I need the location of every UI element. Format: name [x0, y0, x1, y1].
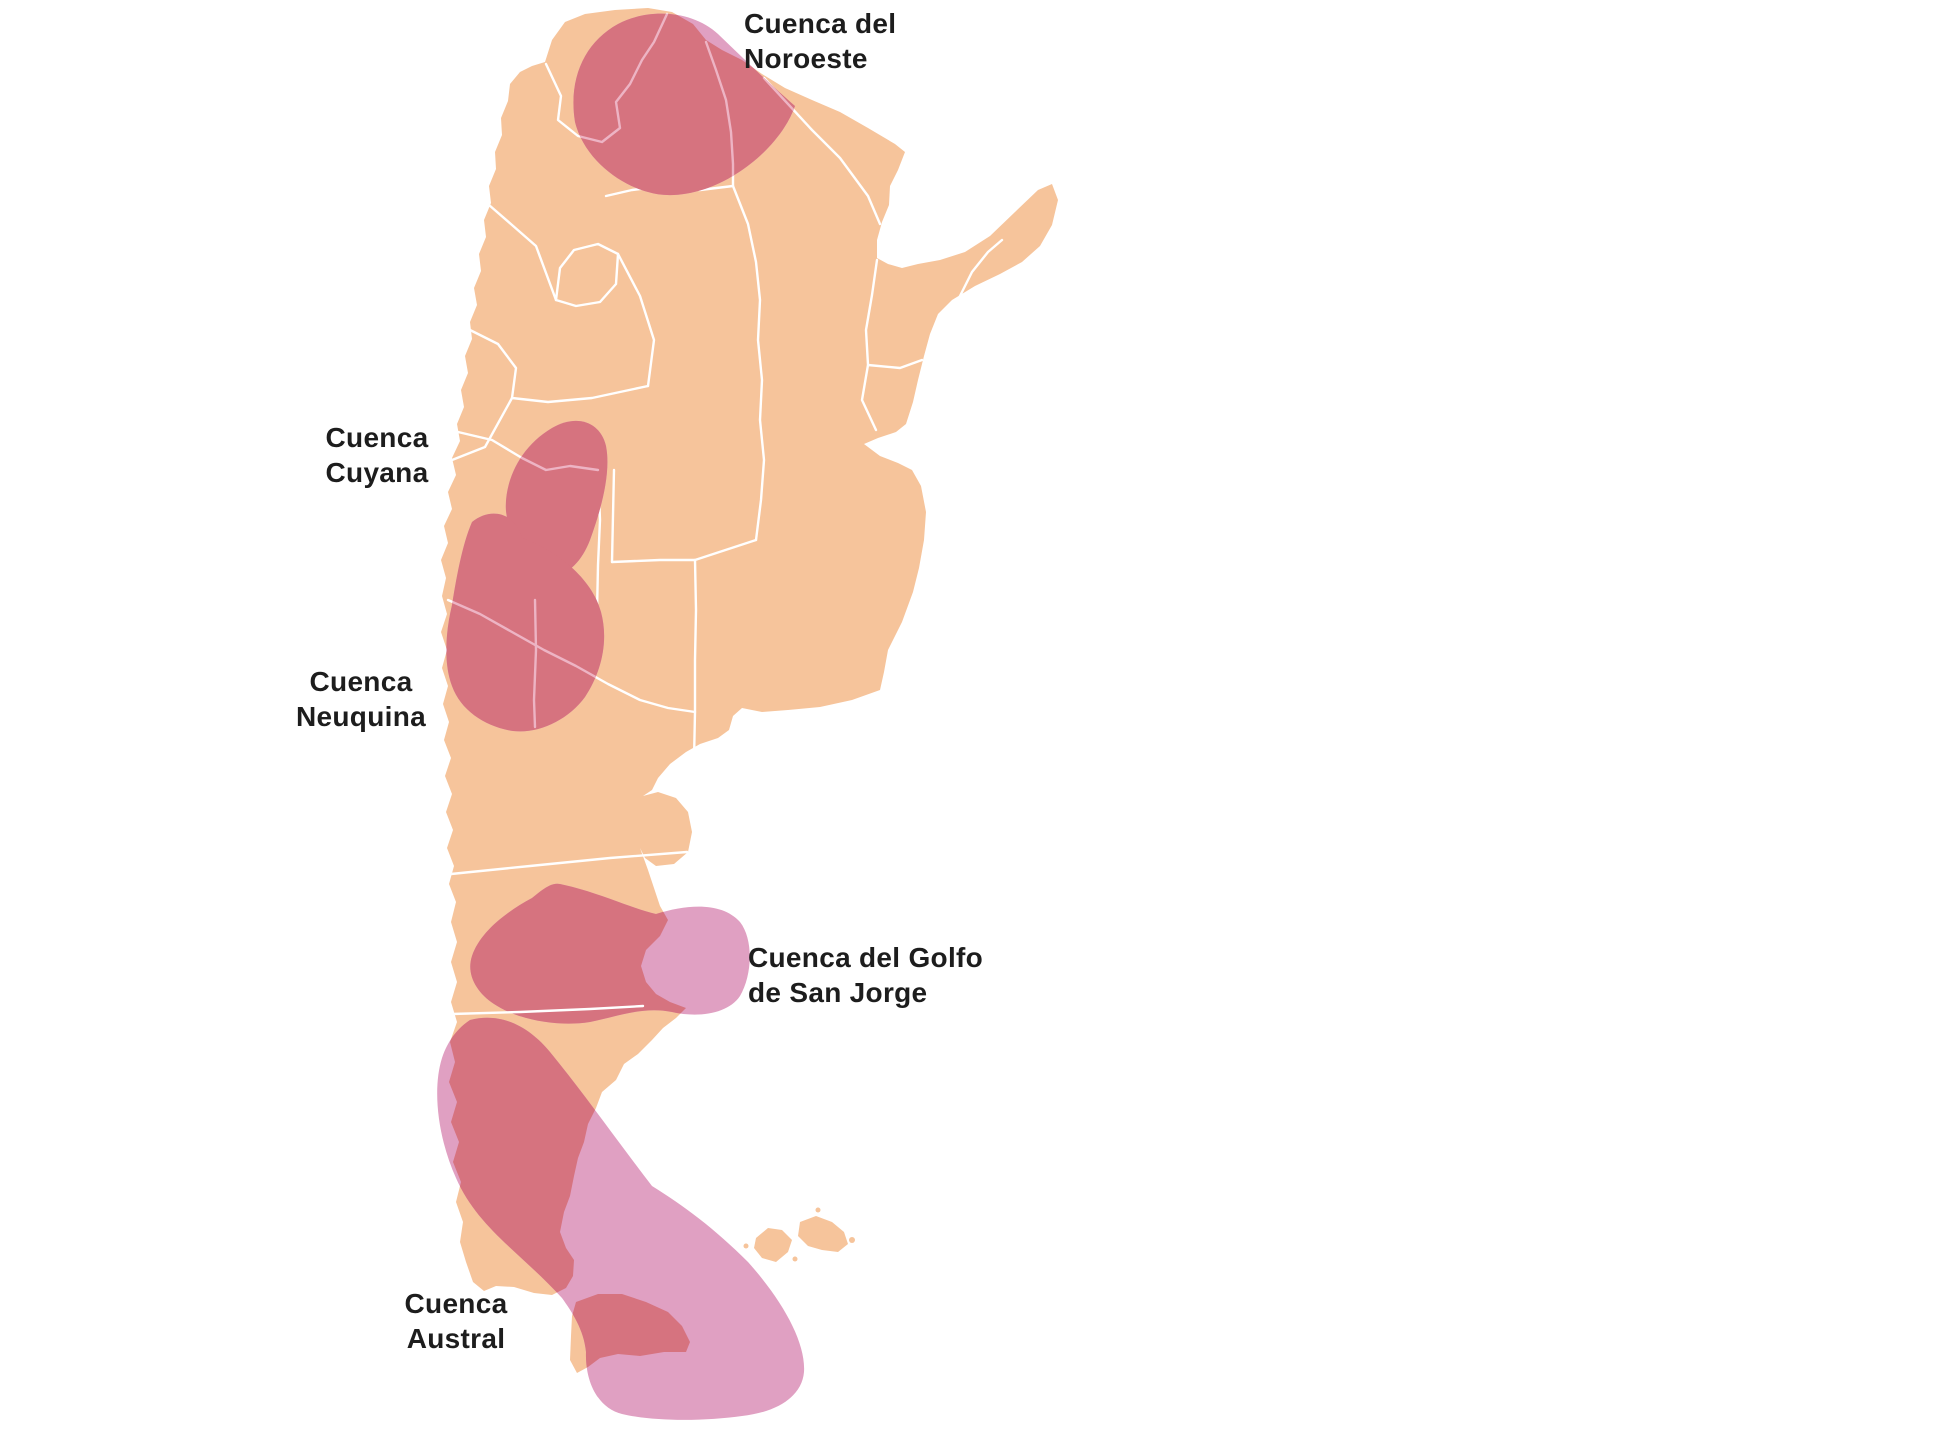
label-cuenca-austral: Cuenca Austral: [404, 1288, 508, 1354]
chubut-santacruz-border: [450, 1004, 645, 1016]
malvinas-islands: [743, 1207, 855, 1262]
label-cuenca-neuquina: Cuenca Neuquina: [296, 666, 426, 732]
label-cuenca-cuyana: Cuenca Cuyana: [325, 422, 429, 488]
label-cuenca-noroeste: Cuenca del Noroeste: [744, 8, 897, 74]
label-cuenca-golfo-san-jorge: Cuenca del Golfo de San Jorge: [748, 942, 984, 1008]
argentina-land: [441, 8, 1058, 1373]
